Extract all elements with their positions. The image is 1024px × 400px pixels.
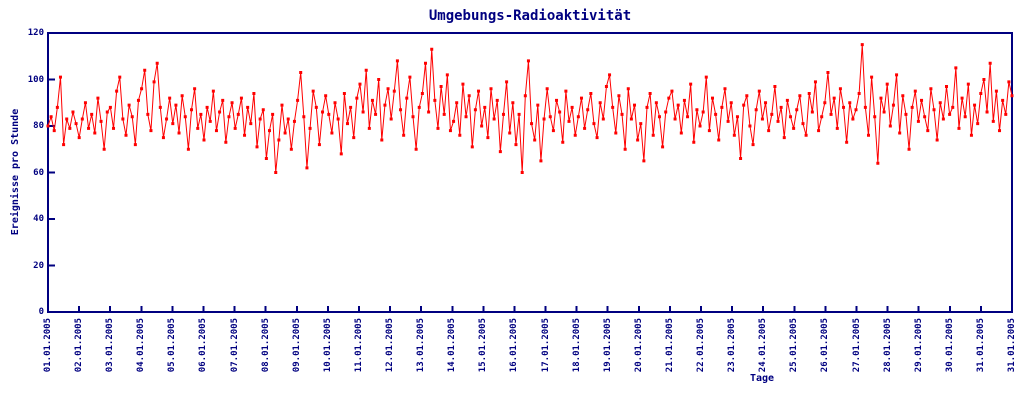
- x-tick-label: 08.01.2005: [260, 318, 271, 373]
- x-tick-label: 13.01.2005: [416, 318, 427, 373]
- chart-title: Umgebungs-Radioaktivität: [428, 8, 632, 24]
- x-tick-label: 10.01.2005: [322, 318, 333, 373]
- x-tick-label: 31.01.2005: [1007, 318, 1017, 373]
- x-tick-label: 25.01.2005: [789, 318, 800, 373]
- x-tick-label: 04.01.2005: [136, 318, 147, 373]
- x-tick-label: 24.01.2005: [758, 318, 769, 373]
- y-tick-label: 0: [38, 307, 44, 317]
- y-tick-label: 60: [33, 167, 44, 178]
- x-tick-label: 06.01.2005: [198, 318, 209, 373]
- data-series-line: [47, 44, 1013, 173]
- x-tick-label: 03.01.2005: [105, 318, 116, 373]
- x-tick-label: 15.01.2005: [478, 318, 489, 373]
- x-tick-label: 30.01.2005: [944, 318, 955, 373]
- x-tick-label: 05.01.2005: [167, 318, 178, 373]
- x-tick-label: 01.01.2005: [43, 318, 53, 373]
- x-tick-label: 20.01.2005: [633, 318, 644, 373]
- x-tick-label: 17.01.2005: [540, 318, 551, 373]
- plot-border: [47, 32, 1013, 313]
- y-tick-label: 80: [33, 121, 44, 131]
- x-tick-label: 23.01.2005: [727, 318, 738, 373]
- x-tick-label: 11.01.2005: [353, 318, 364, 373]
- x-tick-label: 09.01.2005: [291, 318, 302, 373]
- x-tick-label: 18.01.2005: [571, 318, 582, 373]
- x-tick-label: 27.01.2005: [851, 318, 862, 373]
- x-tick-label: 22.01.2005: [696, 318, 707, 373]
- y-tick-label: 20: [33, 260, 44, 271]
- x-tick-label: 14.01.2005: [447, 318, 458, 373]
- x-tick-label: 19.01.2005: [602, 318, 613, 373]
- x-tick-label: 02.01.2005: [74, 318, 85, 373]
- x-tick-label: 21.01.2005: [664, 318, 675, 373]
- y-tick-label: 40: [33, 214, 44, 224]
- x-tick-label: 28.01.2005: [882, 318, 893, 373]
- x-tick-label: 31.01.2005: [975, 318, 986, 373]
- x-tick-label: 29.01.2005: [913, 318, 924, 373]
- x-tick-label: 16.01.2005: [509, 318, 520, 373]
- y-tick-label: 120: [27, 28, 44, 38]
- data-series-markers: [46, 43, 1014, 174]
- x-tick-label: 12.01.2005: [385, 318, 396, 373]
- y-tick-label: 100: [27, 74, 44, 85]
- x-tick-label: 07.01.2005: [229, 318, 240, 373]
- x-axis-title: Tage: [749, 373, 775, 384]
- x-tick-label: 26.01.2005: [820, 318, 831, 373]
- y-axis-title: Ereignisse pro Stunde: [10, 108, 21, 236]
